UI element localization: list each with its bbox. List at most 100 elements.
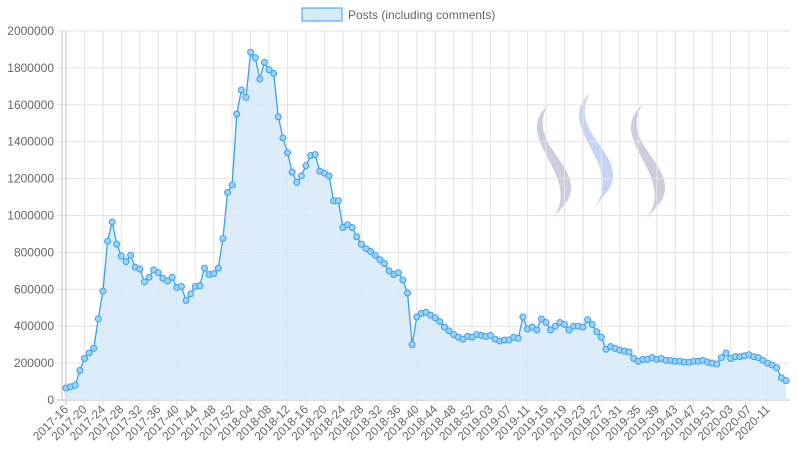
- data-point[interactable]: [242, 93, 250, 101]
- data-point[interactable]: [588, 320, 596, 328]
- y-tick-label: 0: [47, 393, 54, 407]
- data-point[interactable]: [399, 276, 407, 284]
- data-point[interactable]: [182, 296, 190, 304]
- legend[interactable]: Posts (including comments): [301, 7, 495, 22]
- data-point[interactable]: [537, 315, 545, 323]
- data-point[interactable]: [325, 172, 333, 180]
- data-point[interactable]: [256, 75, 264, 83]
- data-point[interactable]: [122, 258, 130, 266]
- data-point[interactable]: [127, 251, 135, 259]
- x-axis: 2017-162017-202017-242017-282017-322017-…: [30, 402, 773, 443]
- data-point[interactable]: [597, 333, 605, 341]
- data-point[interactable]: [104, 237, 112, 245]
- data-point[interactable]: [90, 344, 98, 352]
- legend-swatch[interactable]: [301, 7, 343, 22]
- data-point[interactable]: [413, 313, 421, 321]
- data-point[interactable]: [302, 162, 310, 170]
- data-point[interactable]: [408, 341, 416, 349]
- data-point[interactable]: [145, 273, 153, 281]
- data-point[interactable]: [265, 66, 273, 74]
- data-point[interactable]: [279, 134, 287, 142]
- y-tick-label: 600000: [14, 282, 54, 296]
- data-point[interactable]: [371, 251, 379, 259]
- data-point[interactable]: [113, 240, 121, 248]
- data-point[interactable]: [717, 354, 725, 362]
- data-point[interactable]: [94, 315, 102, 323]
- data-point[interactable]: [782, 377, 790, 385]
- data-point[interactable]: [519, 313, 527, 321]
- data-point[interactable]: [584, 316, 592, 324]
- data-point[interactable]: [164, 277, 172, 285]
- data-point[interactable]: [380, 259, 388, 267]
- data-point[interactable]: [247, 48, 255, 56]
- data-point[interactable]: [334, 197, 342, 205]
- data-point[interactable]: [713, 360, 721, 368]
- data-point[interactable]: [200, 264, 208, 272]
- data-point[interactable]: [288, 168, 296, 176]
- data-point[interactable]: [533, 326, 541, 334]
- data-point[interactable]: [76, 366, 84, 374]
- data-point[interactable]: [385, 267, 393, 275]
- data-point[interactable]: [177, 283, 185, 291]
- data-point[interactable]: [233, 110, 241, 118]
- data-point[interactable]: [431, 314, 439, 322]
- data-point[interactable]: [214, 264, 222, 272]
- data-point[interactable]: [593, 328, 601, 336]
- data-point[interactable]: [228, 181, 236, 189]
- data-point[interactable]: [311, 151, 319, 159]
- legend-label[interactable]: Posts (including comments): [348, 8, 495, 22]
- data-point[interactable]: [260, 58, 268, 66]
- data-point[interactable]: [357, 240, 365, 248]
- data-point[interactable]: [80, 354, 88, 362]
- data-point[interactable]: [108, 218, 116, 226]
- data-point[interactable]: [579, 323, 587, 331]
- data-point[interactable]: [445, 327, 453, 335]
- data-point[interactable]: [440, 323, 448, 331]
- data-point[interactable]: [140, 278, 148, 286]
- data-point[interactable]: [85, 349, 93, 357]
- data-point[interactable]: [136, 265, 144, 273]
- data-point[interactable]: [154, 269, 162, 277]
- data-point[interactable]: [551, 322, 559, 330]
- data-point[interactable]: [547, 326, 555, 334]
- data-point[interactable]: [284, 149, 292, 157]
- data-point[interactable]: [297, 172, 305, 180]
- data-point[interactable]: [376, 256, 384, 264]
- data-point[interactable]: [722, 349, 730, 357]
- data-point[interactable]: [367, 247, 375, 255]
- data-point[interactable]: [196, 282, 204, 290]
- data-point[interactable]: [117, 252, 125, 260]
- data-point[interactable]: [404, 289, 412, 297]
- data-point[interactable]: [348, 223, 356, 231]
- y-tick-label: 1000000: [7, 209, 54, 223]
- data-point[interactable]: [293, 178, 301, 186]
- data-point[interactable]: [224, 188, 232, 196]
- data-point[interactable]: [514, 334, 522, 342]
- data-point[interactable]: [773, 364, 781, 372]
- data-point[interactable]: [237, 86, 245, 94]
- data-point[interactable]: [394, 269, 402, 277]
- data-point[interactable]: [274, 113, 282, 121]
- data-point[interactable]: [168, 273, 176, 281]
- data-point[interactable]: [210, 270, 218, 278]
- data-point[interactable]: [270, 69, 278, 77]
- data-point[interactable]: [487, 331, 495, 339]
- data-point[interactable]: [436, 318, 444, 326]
- data-point[interactable]: [565, 326, 573, 334]
- data-point[interactable]: [219, 235, 227, 243]
- y-tick-label: 1600000: [7, 98, 54, 112]
- y-tick-label: 1200000: [7, 172, 54, 186]
- data-point[interactable]: [187, 290, 195, 298]
- data-point[interactable]: [353, 233, 361, 241]
- data-point[interactable]: [542, 319, 550, 327]
- data-point[interactable]: [625, 348, 633, 356]
- data-point[interactable]: [99, 287, 107, 295]
- data-point[interactable]: [71, 381, 79, 389]
- y-tick-label: 1400000: [7, 135, 54, 149]
- steem-ribbon-2: [578, 93, 614, 208]
- steem-ribbon-1: [536, 105, 572, 220]
- data-point[interactable]: [251, 54, 259, 62]
- data-point[interactable]: [560, 320, 568, 328]
